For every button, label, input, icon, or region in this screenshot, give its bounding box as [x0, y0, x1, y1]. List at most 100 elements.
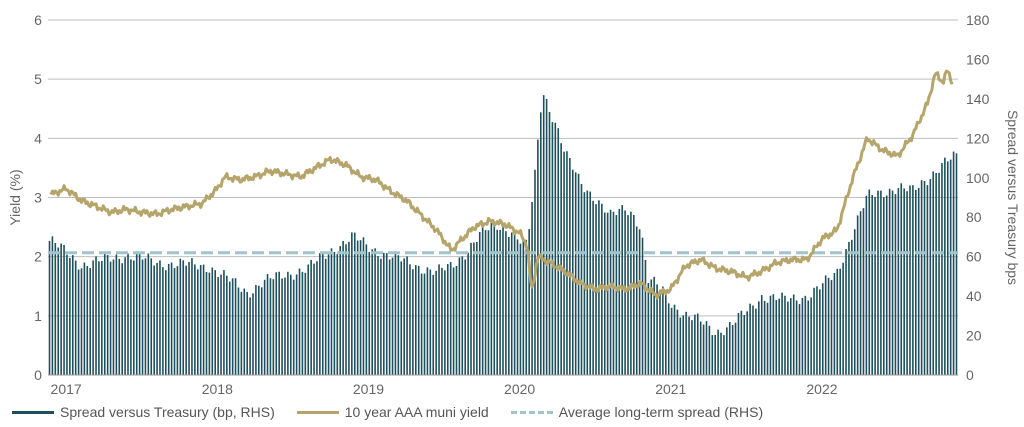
spread-bar [249, 297, 251, 375]
spread-bar [673, 304, 676, 375]
spread-bar [545, 98, 548, 375]
spread-bar [234, 278, 237, 375]
spread-bar [275, 272, 278, 375]
spread-bar [51, 236, 54, 375]
spread-bar [909, 185, 911, 375]
spread-bar [871, 195, 873, 375]
spread-bar [554, 122, 557, 376]
spread-bar [734, 322, 737, 375]
spread-bar [522, 238, 525, 375]
spread-bar [842, 262, 844, 375]
spread-bar [839, 268, 842, 375]
spread-bar [499, 229, 501, 375]
spread-bar [220, 274, 222, 375]
spread-bar [112, 259, 115, 375]
spread-bar [278, 271, 280, 375]
legend-item-average-spread: Average long-term spread (RHS) [510, 404, 764, 420]
spread-bar [865, 195, 868, 375]
y-right-tick-label: 80 [966, 209, 982, 225]
spread-bar [429, 269, 432, 375]
spread-bar [746, 311, 748, 375]
spread-bar [330, 248, 333, 375]
spread-bar [199, 265, 202, 375]
spread-bar [542, 95, 545, 375]
spread-bar [223, 270, 225, 375]
spread-bar [461, 256, 464, 375]
spread-bar [496, 229, 498, 375]
spread-bar [737, 312, 740, 375]
spread-bar [836, 268, 839, 375]
legend-label-average-spread: Average long-term spread (RHS) [558, 404, 764, 420]
spread-bar [289, 274, 292, 375]
spread-bar [859, 211, 862, 375]
spread-bar [380, 258, 382, 375]
spread-bar [711, 335, 714, 375]
spread-bar [69, 257, 71, 375]
spread-bar [566, 151, 568, 375]
spread-bar [662, 286, 664, 375]
spread-bar [383, 252, 385, 375]
spread-bar [731, 325, 734, 375]
spread-bar [185, 265, 187, 375]
spread-bar [891, 190, 894, 375]
spread-bar [510, 232, 513, 375]
spread-bar [659, 289, 661, 375]
spread-bar [205, 271, 208, 375]
spread-bar [57, 247, 60, 375]
spread-bar [444, 270, 446, 375]
spread-bar [77, 269, 80, 375]
y-right-tick-label: 0 [966, 367, 974, 383]
spread-bar [258, 285, 260, 375]
spread-bar [438, 264, 440, 375]
spread-bar [269, 278, 272, 375]
spread-bar [420, 273, 423, 375]
spread-bar [792, 294, 795, 375]
legend-label-muni-yield: 10 year AAA muni yield [344, 404, 489, 420]
spread-bar [92, 260, 94, 375]
spread-bar [853, 229, 856, 375]
muni-yield-line [49, 69, 954, 300]
spread-bar [228, 281, 231, 375]
spread-bar [914, 189, 917, 375]
spread-bar [778, 298, 780, 375]
spread-bar [89, 268, 92, 375]
spread-bar [493, 223, 496, 375]
x-tick-label: 2022 [806, 381, 837, 397]
spread-bar [740, 310, 743, 375]
spread-bar [679, 317, 682, 375]
spread-bar [752, 305, 754, 375]
spread-bar [638, 229, 641, 375]
spread-bar [874, 196, 876, 375]
spread-bar [749, 303, 751, 375]
spread-bar [726, 327, 728, 375]
spread-bar [403, 258, 405, 375]
spread-bar [464, 259, 467, 375]
spread-bar [150, 258, 153, 375]
spread-bar [682, 315, 685, 375]
spread-bar [406, 256, 408, 375]
spread-bar [423, 273, 426, 375]
spread-bar [124, 257, 126, 375]
spread-bar [400, 261, 403, 375]
spread-bar [624, 210, 626, 375]
spread-bar [182, 260, 185, 375]
spread-bar [458, 257, 461, 375]
spread-bar [324, 258, 327, 375]
spread-bar [377, 256, 379, 375]
legend-swatch-spread [12, 410, 54, 414]
spread-bar [63, 244, 65, 375]
spread-bar [923, 180, 926, 375]
spread-bar [813, 287, 815, 375]
spread-bar [164, 270, 167, 375]
spread-bar [327, 254, 330, 375]
spread-bar [138, 253, 141, 375]
spread-bar [260, 287, 263, 375]
spread-bar [435, 270, 437, 375]
legend: Spread versus Treasury (bp, RHS) 10 year… [12, 404, 785, 420]
spread-bar [516, 239, 519, 375]
spread-bar [162, 267, 164, 375]
legend-item-spread: Spread versus Treasury (bp, RHS) [12, 404, 275, 420]
x-tick-label: 2017 [51, 381, 82, 397]
spread-bar [307, 264, 310, 375]
spread-bar [758, 301, 760, 375]
